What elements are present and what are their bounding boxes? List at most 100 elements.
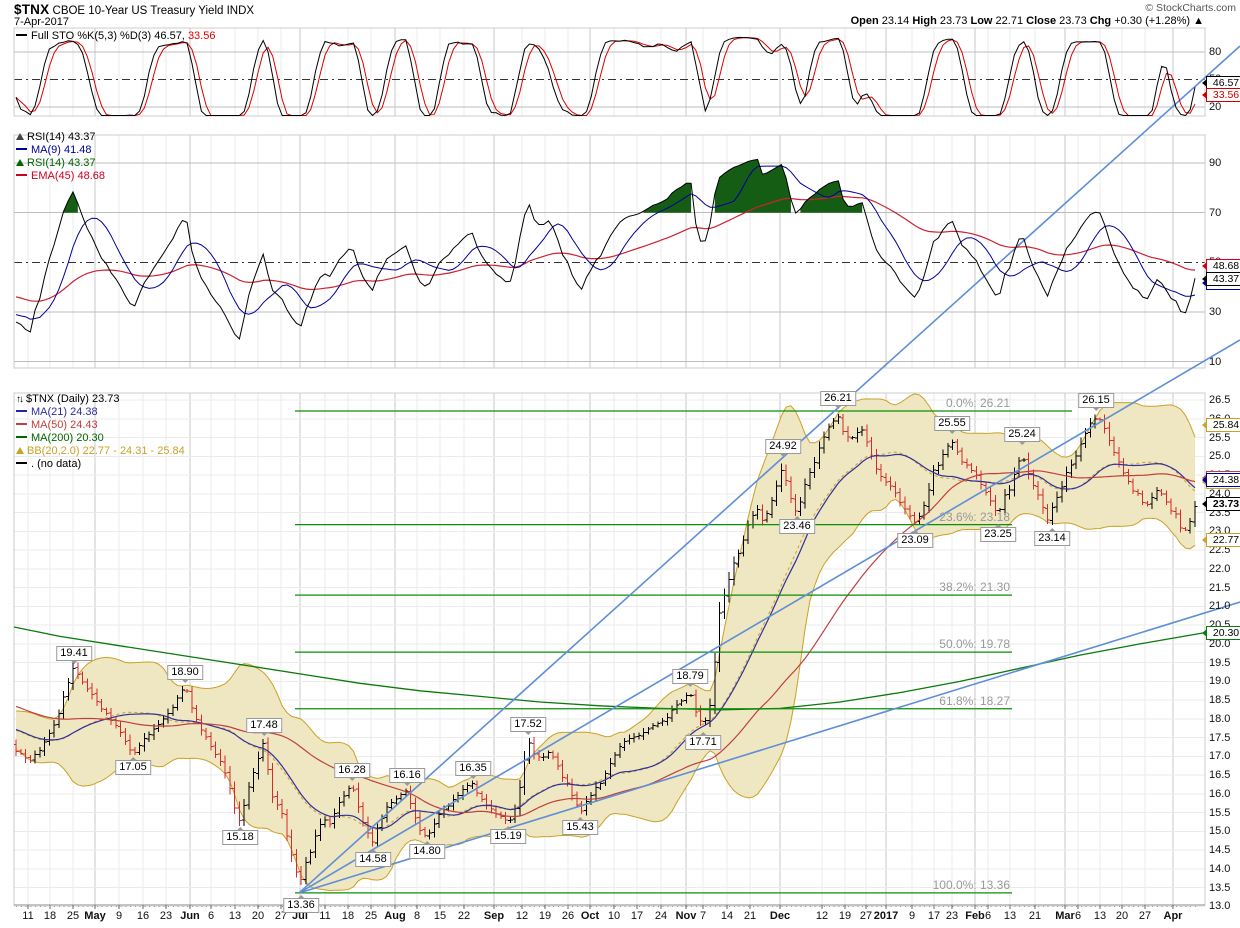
x-axis-label: 21 xyxy=(743,910,757,922)
high-value: 23.73 xyxy=(939,15,968,27)
y-axis-label: 15.0 xyxy=(1209,825,1231,838)
price-callout: 26.21 xyxy=(820,391,856,409)
bollinger-band xyxy=(16,393,1195,891)
chg-label: Chg xyxy=(1089,15,1112,27)
fib-level-label: 23.6%: 23.18 xyxy=(939,509,1010,524)
x-axis-label: 9 xyxy=(115,910,123,922)
ma21-legend: MA(21) 24.38 xyxy=(31,406,98,418)
price-callout: 17.48 xyxy=(246,718,282,737)
rsi-overbought-fill xyxy=(643,183,692,213)
rsi-ema45-line: EMA(45) 48.68 xyxy=(31,170,105,182)
price-callout: 17.52 xyxy=(510,716,546,735)
y-axis-label: 13.0 xyxy=(1209,900,1231,913)
last-value-badge: 43.37 xyxy=(1202,271,1240,286)
open-value: 23.14 xyxy=(881,15,910,27)
last-value-badge: 33.56 xyxy=(1202,87,1240,102)
chart-date: 7-Apr-2017 xyxy=(14,16,70,28)
x-axis-label: Sep xyxy=(483,910,505,922)
x-axis-label: 19 xyxy=(538,910,552,922)
fib-level-label: 0.0%: 26.21 xyxy=(945,396,1010,410)
x-axis-label: Jul xyxy=(292,910,308,922)
x-axis-label: 12 xyxy=(815,910,829,922)
last-value-badge: 25.84 xyxy=(1202,417,1240,432)
price-callout: 15.18 xyxy=(222,826,258,845)
badge-pointer-icon xyxy=(1202,78,1207,87)
low-label: Low xyxy=(970,15,993,27)
rsi-green-line: RSI(14) 43.37 xyxy=(27,157,96,169)
x-axis-label: 12 xyxy=(515,910,529,922)
x-axis-label: 10 xyxy=(607,910,621,922)
stoch-d-value: 33.56 xyxy=(187,30,216,42)
price-callout: 13.36 xyxy=(283,894,319,913)
x-axis-label: 22 xyxy=(457,910,471,922)
x-axis xyxy=(16,905,1196,909)
x-axis-label: 21 xyxy=(1028,910,1042,922)
callout-pointer-icon xyxy=(1092,407,1100,412)
callout-pointer-icon xyxy=(369,849,377,854)
x-axis-label: 13 xyxy=(1093,910,1107,922)
badge-pointer-icon xyxy=(1202,500,1207,508)
callout-pointer-icon xyxy=(911,530,919,534)
badge-pointer-icon xyxy=(1202,90,1207,99)
last-value-badge: 24.38 xyxy=(1202,472,1240,487)
ma200-line xyxy=(14,626,1205,711)
rsi-ma9-line xyxy=(15,165,1196,320)
y-axis-label: 21.0 xyxy=(1209,600,1231,613)
y-axis-label: 26.5 xyxy=(1209,394,1231,407)
callout-pointer-icon xyxy=(70,660,78,664)
x-axis-label: Dec xyxy=(769,910,791,922)
badge-pointer-icon xyxy=(1202,261,1207,270)
y-axis-label: 19.0 xyxy=(1209,675,1231,688)
chart-header: $TNX CBOE 10-Year US Treasury Yield INDX xyxy=(14,2,254,17)
stoch-axis-label: 20 xyxy=(1209,100,1222,113)
callout-pointer-icon xyxy=(348,777,356,782)
ticker-symbol: $TNX xyxy=(14,2,50,17)
rsi-axis-label: 90 xyxy=(1209,157,1222,169)
x-axis-label: 6 xyxy=(207,910,215,922)
badge-pointer-icon xyxy=(1202,274,1207,283)
y-axis-label: 16.5 xyxy=(1209,769,1231,782)
x-axis-label: 16 xyxy=(136,910,150,922)
price-callout: 23.09 xyxy=(897,530,933,548)
stochastic-legend: Full STO %K(5,3) %D(3) 46.57, 33.56 xyxy=(16,30,215,43)
close-value: 23.73 xyxy=(1059,15,1087,27)
price-callout: 16.16 xyxy=(389,767,425,786)
y-axis-label: 13.5 xyxy=(1209,881,1231,894)
x-axis-label: 18 xyxy=(43,910,57,922)
x-axis-label: 13 xyxy=(1003,910,1017,922)
x-axis-label: 24 xyxy=(654,910,668,922)
y-axis-label: 25.5 xyxy=(1209,431,1231,444)
bb-mountain-icon xyxy=(16,447,24,454)
x-axis-label: 13 xyxy=(228,910,242,922)
callout-pointer-icon xyxy=(297,894,305,899)
price-callout: 24.92 xyxy=(765,439,801,458)
x-axis-label: 26 xyxy=(561,910,575,922)
price-legend: ↑↓ $TNX (Daily) 23.73 MA(21) 24.38 MA(50)… xyxy=(16,393,185,471)
chg-up-arrow-icon: ▲ xyxy=(1193,15,1204,27)
last-value-badge: 22.77 xyxy=(1202,533,1240,547)
x-axis-label: Jun xyxy=(180,910,200,922)
y-axis-label: 25.0 xyxy=(1209,450,1231,463)
x-axis-label: 25 xyxy=(66,910,80,922)
x-axis-label: Mar xyxy=(1055,910,1075,922)
badge-pointer-icon xyxy=(1202,279,1207,288)
price-callout: 14.80 xyxy=(409,840,445,859)
rsi-green-mountain-icon xyxy=(16,159,24,166)
rsi-axis-label: 10 xyxy=(1209,355,1222,368)
fib-level-label: 61.8%: 18.27 xyxy=(939,693,1010,708)
callout-pointer-icon xyxy=(1048,528,1056,533)
x-axis-label: 14 xyxy=(720,910,734,922)
stoch-d-line xyxy=(15,37,1196,116)
y-axis-label: 18.0 xyxy=(1209,712,1231,725)
open-label: Open xyxy=(850,15,879,27)
x-axis-label: 2017 xyxy=(873,910,899,922)
x-axis-label: Aug xyxy=(384,910,406,922)
x-axis-label: 27 xyxy=(1138,910,1152,922)
x-axis-label: 8 xyxy=(413,910,421,922)
x-axis-label: 11 xyxy=(22,910,34,922)
stoch-legend-label: Full STO %K(5,3) %D(3) xyxy=(31,30,152,42)
price-callout: 18.79 xyxy=(672,669,708,688)
rsi-axis-label: 30 xyxy=(1209,305,1222,318)
callout-pointer-icon xyxy=(994,524,1002,528)
